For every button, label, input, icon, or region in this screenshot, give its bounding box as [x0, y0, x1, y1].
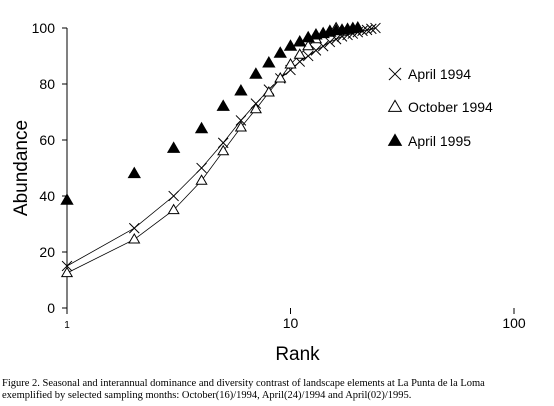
point-marker-x [168, 190, 179, 202]
point-marker-filled-triangle [166, 141, 181, 153]
legend-item: April 1994 [388, 66, 471, 82]
y-tick-label: 0 [47, 300, 55, 316]
point-marker-open-triangle [167, 203, 180, 215]
point-marker-x [302, 50, 314, 62]
point-marker-open-triangle [274, 72, 287, 83]
point-marker-open-triangle [234, 121, 248, 132]
y-tick-label: 40 [39, 188, 55, 204]
legend-label: October 1994 [408, 99, 493, 115]
series-line [66, 27, 376, 267]
point-marker-filled-triangle [60, 193, 74, 205]
point-marker-filled-triangle [234, 84, 248, 96]
point-marker-filled-triangle [216, 99, 230, 111]
x-axis-title: Rank [275, 344, 320, 365]
point-marker-filled-triangle [283, 39, 298, 51]
point-marker-filled-triangle [273, 46, 287, 58]
y-tick-label: 60 [39, 132, 55, 148]
y-tick-label: 80 [39, 76, 55, 92]
y-tick-label: 100 [32, 20, 56, 36]
figure-caption: Figure 2. Seasonal and interannual domin… [2, 378, 552, 402]
point-marker-x [128, 222, 140, 234]
point-marker-filled-triangle [127, 166, 141, 179]
point-marker-x [361, 24, 373, 36]
point-marker-x [388, 67, 402, 81]
point-marker-filled-triangle [262, 56, 276, 68]
point-marker-x [370, 22, 381, 34]
series-april-1995 [60, 21, 365, 205]
x-tick-label: 100 [502, 315, 526, 331]
chart-area: 0 20 40 60 80 100 1 10 100 Rank Abundance April 19… [11, 20, 526, 365]
point-marker-x [310, 45, 322, 56]
point-marker-open-triangle [284, 58, 297, 69]
point-marker-open-triangle [387, 99, 403, 112]
point-marker-open-triangle [262, 86, 275, 97]
x-tick-label: 1 [64, 320, 70, 331]
point-marker-open-triangle [293, 48, 306, 59]
point-marker-open-triangle [249, 102, 262, 114]
series-layer [60, 21, 381, 278]
legend: April 1994 October 1994 April 1995 [387, 66, 493, 149]
point-marker-x [196, 162, 207, 174]
point-marker-x [366, 23, 377, 35]
axes: 0 20 40 60 80 100 1 10 100 Rank Abundance [11, 20, 526, 365]
point-marker-open-triangle [128, 233, 141, 244]
caption-line-1: Figure 2. Seasonal and interannual domin… [2, 378, 485, 389]
series-april-1994 [61, 22, 381, 272]
point-marker-open-triangle [195, 174, 208, 185]
point-marker-filled-triangle [351, 21, 365, 33]
x-tick-label: 10 [283, 315, 299, 331]
y-axis-title: Abundance [11, 120, 32, 216]
point-marker-filled-triangle [249, 67, 263, 79]
legend-label: April 1995 [408, 133, 471, 149]
legend-item: April 1995 [387, 133, 471, 149]
point-marker-x [324, 36, 336, 48]
point-marker-x [61, 260, 73, 272]
point-marker-open-triangle [60, 266, 74, 278]
point-marker-open-triangle [217, 144, 230, 156]
y-tick-label: 20 [39, 244, 55, 260]
legend-label: April 1994 [408, 66, 471, 82]
legend-item: October 1994 [387, 99, 493, 115]
point-marker-filled-triangle [194, 121, 209, 134]
caption-line-2: exemplified by selected sampling months:… [2, 390, 412, 401]
point-marker-filled-triangle [387, 133, 403, 146]
